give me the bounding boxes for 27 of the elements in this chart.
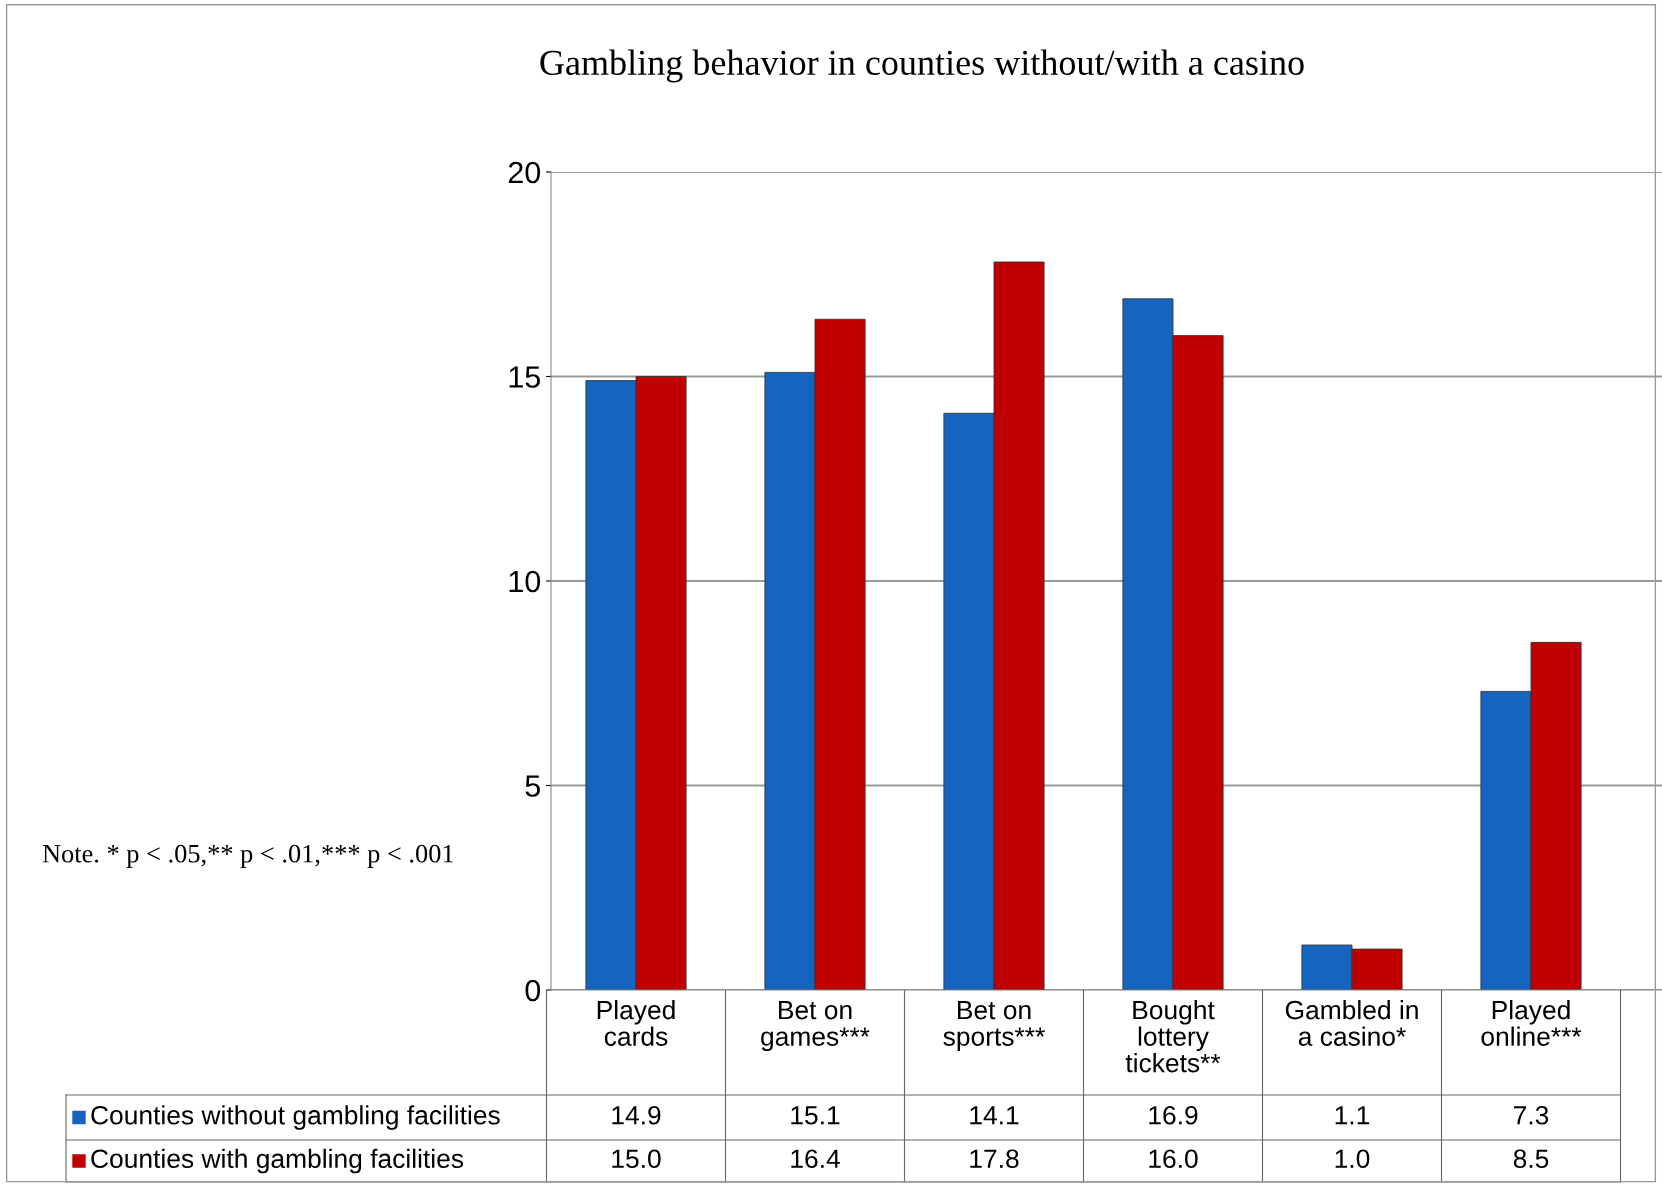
x-tick-label: Bought lottery tickets**	[1125, 1000, 1221, 1073]
data-label: 1.1	[1335, 1106, 1370, 1125]
x-tick-label: Played online***	[1481, 1000, 1582, 1046]
x-tick-label: Gambled in a casino*	[1285, 1000, 1418, 1046]
chart-title: Gambling behavior in counties without/with a casino	[540, 49, 1304, 83]
y-tick-label: 5	[525, 775, 540, 797]
x-tick-label: Played cards	[597, 1000, 675, 1046]
data-label: 17.8	[970, 1149, 1019, 1169]
y-tick-label: 20	[508, 161, 541, 184]
data-label: 16.4	[791, 1149, 840, 1169]
data-label: 14.9	[612, 1105, 661, 1125]
x-tick-label: Bet on sports***	[943, 1000, 1045, 1052]
data-label: 7.3	[1514, 1105, 1549, 1125]
data-label: 14.1	[970, 1106, 1019, 1125]
y-tick-label: 15	[509, 366, 540, 388]
data-label: 1.0	[1335, 1149, 1370, 1169]
data-label: 15.0	[612, 1149, 661, 1169]
y-tick-label: 0	[525, 979, 541, 1002]
x-tick-label: Bet on games***	[761, 1000, 870, 1052]
data-label: 16.9	[1149, 1105, 1198, 1125]
legend-label: Counties with gambling facilities	[91, 1148, 464, 1174]
y-tick-label: 10	[509, 570, 541, 593]
data-label: 8.5	[1513, 1149, 1549, 1169]
text: Note. * p < .05,** p < .01,*** p < .001	[42, 844, 454, 868]
data-label: 16.0	[1149, 1149, 1198, 1169]
legend-label: Counties without gambling facilities	[91, 1105, 500, 1130]
data-label: 15.1	[791, 1106, 840, 1125]
